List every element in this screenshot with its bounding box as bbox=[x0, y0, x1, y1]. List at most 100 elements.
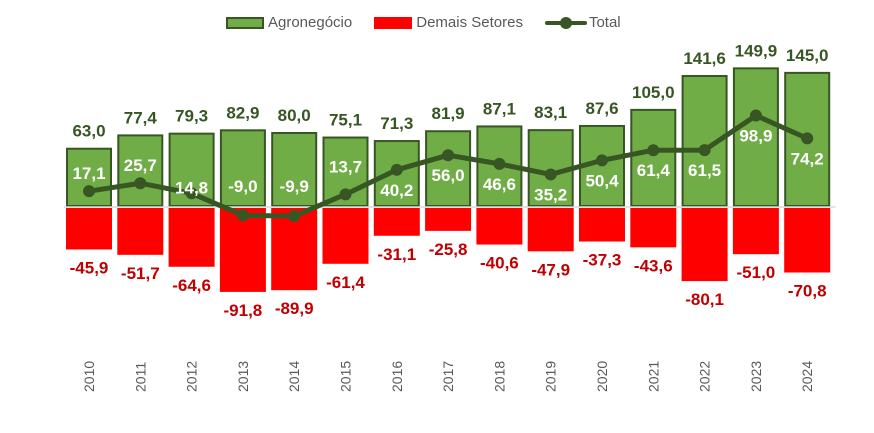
demais-setores-bar-2012 bbox=[168, 208, 215, 267]
x-tick-label: 2021 bbox=[645, 361, 661, 392]
legend-swatch-demais-setores bbox=[374, 16, 413, 29]
demais-setores-data-label: -40,6 bbox=[480, 254, 519, 273]
total-marker-2015 bbox=[339, 188, 352, 201]
total-data-label: 13,7 bbox=[329, 157, 362, 176]
legend-label-demais-setores: Demais Setores bbox=[416, 14, 523, 31]
agronegocio-data-label: 145,0 bbox=[786, 46, 829, 65]
agronegocio-bar-2017 bbox=[425, 130, 472, 207]
total-marker-2012 bbox=[185, 187, 198, 200]
agronegocio-bar-2023 bbox=[732, 67, 779, 207]
total-marker-2023 bbox=[749, 109, 762, 122]
demais-setores-bar-2021 bbox=[630, 208, 677, 248]
legend-label-agronegocio: Agronegócio bbox=[268, 14, 353, 31]
demais-setores-bar-2018 bbox=[476, 208, 523, 245]
agronegocio-bar-2014 bbox=[271, 132, 318, 207]
demais-setores-bar-2016 bbox=[373, 208, 420, 236]
demais-setores-bar-2017 bbox=[425, 208, 472, 231]
x-tick-label: 2011 bbox=[132, 362, 148, 392]
total-data-label: -9,0 bbox=[228, 177, 257, 196]
demais-setores-data-label: -51,0 bbox=[737, 263, 776, 282]
x-tick-label: 2012 bbox=[184, 361, 200, 392]
agronegocio-bars bbox=[66, 67, 831, 208]
total-data-label: 17,1 bbox=[72, 164, 105, 183]
x-tick-label: 2019 bbox=[543, 361, 559, 392]
total-marker-2011 bbox=[134, 177, 147, 190]
total-data-label: 56,0 bbox=[432, 166, 465, 185]
demais-setores-data-label: -61,4 bbox=[326, 273, 365, 292]
total-data-label: 74,2 bbox=[791, 149, 824, 168]
agronegocio-data-label: 141,6 bbox=[683, 49, 726, 68]
total-marker-2014 bbox=[288, 210, 301, 223]
x-axis-tick-labels: 2010 2011 2012 2013 2014 2015 2016 2017 2018 2019… bbox=[81, 361, 815, 392]
total-data-label: 25,7 bbox=[124, 156, 157, 175]
total-marker-2020 bbox=[596, 154, 608, 167]
x-tick-label: 2010 bbox=[81, 361, 97, 392]
demais-setores-data-label: -64,6 bbox=[172, 276, 211, 295]
demais-setores-data-label: -43,6 bbox=[634, 256, 673, 275]
total-data-label: 14,8 bbox=[175, 178, 208, 197]
total-data-label: -9,9 bbox=[280, 177, 309, 196]
x-tick-label: 2024 bbox=[799, 361, 815, 392]
total-data-label: 98,9 bbox=[739, 127, 772, 146]
agronegocio-data-label: 75,1 bbox=[329, 111, 362, 130]
x-tick-label: 2023 bbox=[748, 361, 764, 392]
demais-setores-data-label: -31,1 bbox=[377, 245, 416, 264]
agronegocio-data-label: 105,0 bbox=[632, 83, 675, 102]
agronegocio-bar-2013 bbox=[219, 129, 266, 208]
demais-setores-data-label: -47,9 bbox=[531, 260, 570, 279]
agronegocio-bar-2012 bbox=[168, 132, 215, 208]
demais-setores-bar-2020 bbox=[579, 208, 625, 242]
x-tick-label: 2013 bbox=[235, 361, 251, 392]
x-tick-label: 2016 bbox=[389, 361, 405, 392]
agronegocio-data-label: 83,1 bbox=[534, 103, 567, 122]
x-tick-label: 2018 bbox=[491, 361, 507, 392]
total-marker-2018 bbox=[493, 157, 506, 170]
legend-swatch-agronegocio bbox=[226, 16, 264, 29]
total-data-label: 40,2 bbox=[380, 181, 413, 200]
demais-setores-bar-2015 bbox=[322, 208, 369, 264]
agronegocio-data-label: 87,6 bbox=[585, 99, 618, 118]
demais-setores-data-label: -45,9 bbox=[70, 258, 109, 277]
total-marker-2024 bbox=[801, 132, 814, 145]
total-data-label: 61,4 bbox=[637, 161, 671, 180]
chart-legend: Agronegócio Demais Setores Total bbox=[226, 14, 643, 31]
total-marker-2013 bbox=[236, 209, 249, 222]
legend-label-total: Total bbox=[588, 14, 621, 31]
demais-setores-data-label: -91,8 bbox=[224, 301, 263, 320]
legend-item-total[interactable]: Total bbox=[544, 14, 621, 31]
data-labels: 63,0 -45,9 17,1 77,4 -51,7 25,7 79,3 -64,6 14,8 8… bbox=[70, 41, 829, 320]
total-marker-2016 bbox=[390, 163, 403, 176]
legend-item-demais-setores[interactable]: Demais Setores bbox=[374, 14, 523, 31]
demais-setores-data-label: -70,8 bbox=[788, 281, 827, 300]
total-marker-2017 bbox=[442, 149, 455, 162]
agronegocio-data-label: 82,9 bbox=[226, 103, 259, 122]
total-data-label: 46,6 bbox=[483, 175, 516, 194]
agronegocio-data-label: 80,0 bbox=[278, 106, 311, 125]
agronegocio-data-label: 71,3 bbox=[380, 114, 413, 133]
agronegocio-data-label: 81,9 bbox=[432, 104, 465, 123]
agronegocio-bar-2011 bbox=[117, 134, 164, 207]
demais-setores-bar-2024 bbox=[784, 208, 831, 273]
total-marker-2021 bbox=[647, 144, 660, 157]
demais-setores-data-label: -51,7 bbox=[121, 264, 160, 283]
demais-setores-data-label: -80,1 bbox=[685, 290, 724, 309]
agronegocio-bar-2021 bbox=[630, 108, 677, 207]
demais-setores-bar-2011 bbox=[117, 208, 164, 255]
demais-setores-bar-2013 bbox=[219, 208, 266, 292]
agronegocio-data-label: 63,0 bbox=[72, 122, 105, 141]
legend-item-agronegocio[interactable]: Agronegócio bbox=[226, 14, 352, 31]
demais-setores-data-label: -37,3 bbox=[583, 251, 622, 270]
x-tick-label: 2020 bbox=[594, 361, 610, 392]
total-data-label: 50,4 bbox=[585, 171, 619, 190]
demais-setores-data-label: -25,8 bbox=[429, 240, 468, 259]
demais-setores-bar-2023 bbox=[732, 208, 779, 255]
total-marker-2010 bbox=[83, 185, 95, 198]
total-line-series bbox=[83, 109, 814, 223]
x-tick-label: 2022 bbox=[697, 361, 713, 392]
agronegocio-data-label: 87,1 bbox=[483, 99, 516, 118]
x-tick-label: 2017 bbox=[440, 361, 456, 392]
total-data-label: 61,5 bbox=[688, 161, 721, 180]
total-marker-2019 bbox=[544, 168, 557, 181]
x-tick-label: 2015 bbox=[338, 361, 354, 392]
